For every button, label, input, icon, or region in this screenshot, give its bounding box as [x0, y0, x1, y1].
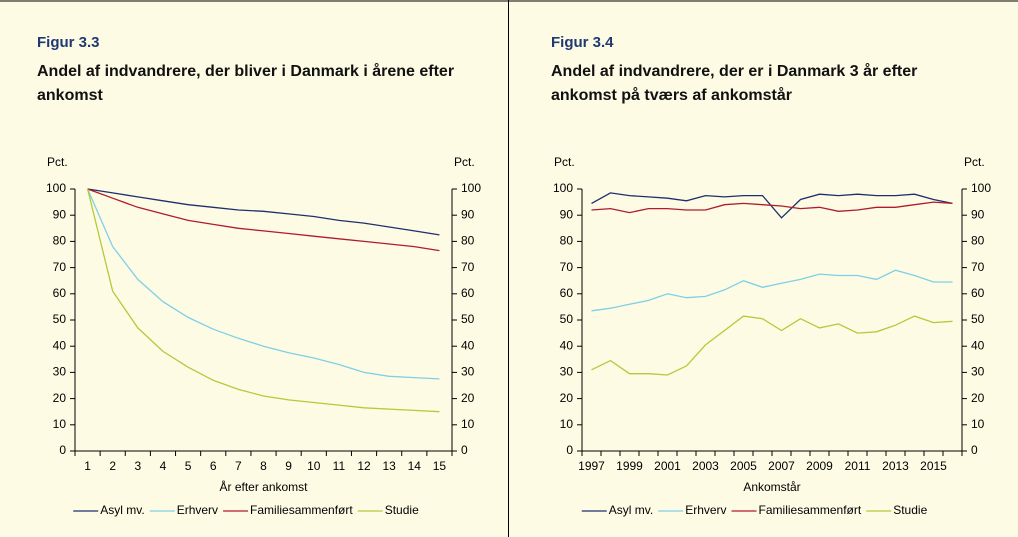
y-tick-label: 10 [560, 417, 574, 431]
y2-tick-label: 30 [461, 365, 475, 379]
y2-tick-label: 0 [461, 443, 468, 457]
y2-tick-label: 30 [971, 365, 985, 379]
y-tick-label: 90 [560, 207, 574, 221]
y2-tick-label: 80 [461, 234, 475, 248]
x-tick-label: 11 [333, 459, 346, 473]
series-line [87, 188, 440, 236]
y2-tick-label: 60 [971, 286, 985, 300]
y2-axis-label: Pct. [964, 155, 985, 169]
legend-label: Erhverv [177, 503, 218, 517]
series-line [86, 188, 440, 413]
x-tick-label: 1999 [616, 459, 643, 473]
series-line [591, 201, 953, 214]
x-axis-label: Ankomstår [743, 480, 800, 494]
y2-tick-label: 10 [461, 417, 475, 431]
series-line [591, 269, 953, 312]
y-tick-label: 0 [566, 443, 573, 457]
series-line [591, 315, 953, 376]
legend-label: Studie [893, 503, 927, 517]
legend-label: Familiesammenført [759, 503, 862, 517]
legend-label: Asyl mv. [100, 503, 144, 517]
y-tick-label: 100 [553, 181, 573, 195]
y2-tick-label: 40 [461, 338, 475, 352]
y2-tick-label: 0 [971, 443, 978, 457]
y2-tick-label: 50 [461, 312, 475, 326]
x-tick-label: 2009 [806, 459, 833, 473]
figure-label: Figur 3.3 [37, 34, 100, 51]
series-line [87, 188, 440, 380]
y2-tick-label: 80 [971, 234, 985, 248]
y-axis-label: Pct. [47, 155, 68, 169]
x-tick-label: 8 [260, 459, 267, 473]
y2-tick-label: 100 [971, 181, 991, 195]
y-tick-label: 40 [53, 338, 67, 352]
x-tick-label: 2001 [654, 459, 681, 473]
y2-tick-label: 40 [971, 338, 985, 352]
legend-label: Asyl mv. [609, 503, 653, 517]
y-tick-label: 70 [53, 260, 67, 274]
series-line [87, 188, 440, 252]
y2-tick-label: 60 [461, 286, 475, 300]
figure-label: Figur 3.4 [551, 34, 614, 51]
x-tick-label: 12 [357, 459, 371, 473]
header: Figur 3.4 Andel af indvandrere, der er i… [551, 34, 1001, 108]
y2-tick-label: 20 [461, 391, 475, 405]
x-tick-label: 13 [382, 459, 396, 473]
y-tick-label: 40 [560, 338, 574, 352]
y2-tick-label: 70 [461, 260, 475, 274]
x-tick-label: 2007 [768, 459, 795, 473]
x-tick-label: 14 [408, 459, 422, 473]
y2-tick-label: 10 [971, 417, 985, 431]
chart-title: Andel af indvandrere, der er i Danmark 3… [551, 63, 918, 104]
series-line [591, 192, 953, 219]
x-tick-label: 1 [84, 459, 91, 473]
y2-tick-label: 90 [971, 207, 985, 221]
x-tick-label: 1997 [578, 459, 605, 473]
y2-axis-label: Pct. [454, 155, 475, 169]
y2-tick-label: 20 [971, 391, 985, 405]
x-tick-label: 6 [210, 459, 217, 473]
x-tick-label: 4 [160, 459, 167, 473]
x-tick-label: 2 [109, 459, 116, 473]
x-tick-label: 2015 [920, 459, 947, 473]
x-tick-label: 3 [134, 459, 141, 473]
y-tick-label: 50 [560, 312, 574, 326]
y2-tick-label: 90 [461, 207, 475, 221]
y-tick-label: 90 [53, 207, 67, 221]
x-tick-label: 5 [185, 459, 192, 473]
y2-tick-label: 70 [971, 260, 985, 274]
x-tick-label: 7 [235, 459, 242, 473]
y2-tick-label: 100 [461, 181, 481, 195]
y2-tick-label: 50 [971, 312, 985, 326]
legend-label: Erhverv [685, 503, 726, 517]
x-tick-label: 2013 [882, 459, 909, 473]
x-tick-label: 9 [285, 459, 292, 473]
y-tick-label: 10 [53, 417, 67, 431]
y-tick-label: 80 [560, 234, 574, 248]
y-tick-label: 20 [560, 391, 574, 405]
y-tick-label: 0 [59, 443, 66, 457]
x-tick-label: 10 [307, 459, 321, 473]
y-tick-label: 70 [560, 260, 574, 274]
header: Figur 3.3 Andel af indvandrere, der bliv… [37, 34, 487, 108]
x-axis-label: År efter ankomst [219, 479, 308, 494]
y-tick-label: 30 [53, 365, 67, 379]
y-tick-label: 20 [53, 391, 67, 405]
y-tick-label: 30 [560, 365, 574, 379]
x-tick-label: 2003 [692, 459, 719, 473]
y-tick-label: 80 [53, 234, 67, 248]
y-tick-label: 60 [53, 286, 67, 300]
x-tick-label: 2011 [845, 459, 871, 473]
y-axis-label: Pct. [554, 155, 575, 169]
legend-label: Familiesammenført [250, 503, 353, 517]
legend-label: Studie [385, 503, 419, 517]
chart-title: Andel af indvandrere, der bliver i Danma… [37, 63, 455, 104]
x-tick-label: 2005 [730, 459, 757, 473]
x-tick-label: 15 [433, 459, 447, 473]
y-tick-label: 50 [53, 312, 67, 326]
y-tick-label: 100 [46, 181, 66, 195]
y-tick-label: 60 [560, 286, 574, 300]
